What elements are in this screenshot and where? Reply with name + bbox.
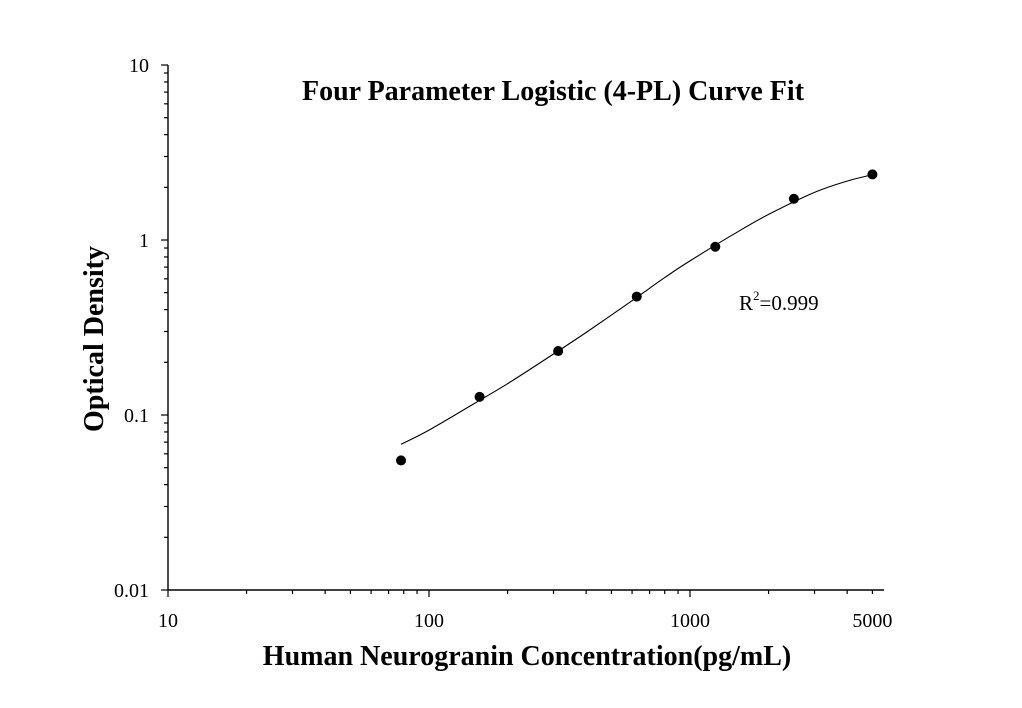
data-point <box>710 241 721 252</box>
data-point <box>396 455 407 466</box>
y-tick-label: 0.1 <box>124 405 149 427</box>
data-point <box>474 391 485 402</box>
data-points <box>396 169 878 466</box>
x-tick-label: 10 <box>158 610 178 632</box>
axes <box>167 65 884 591</box>
r-squared-superscript: 2 <box>753 288 760 303</box>
x-axis-title: Human Neurogranin Concentration(pg/mL) <box>263 641 791 672</box>
r-squared-value: =0.999 <box>760 291 819 315</box>
x-tick-label: 100 <box>414 610 444 632</box>
y-axis-ticks: 0.01 0.1 1 10 <box>114 55 168 602</box>
x-tick-label: 1000 <box>670 610 710 632</box>
data-point <box>788 193 799 204</box>
r-squared-annotation: R2=0.999 <box>739 288 819 315</box>
r-squared-base: R <box>739 291 753 315</box>
y-tick-label: 1 <box>139 230 149 252</box>
chart-title: Four Parameter Logistic (4-PL) Curve Fit <box>302 76 805 107</box>
data-point <box>553 346 564 357</box>
y-tick-label: 10 <box>129 55 149 77</box>
y-axis-title: Optical Density <box>79 246 110 432</box>
data-point <box>631 291 642 302</box>
x-axis-ticks: 10 100 1000 5000 <box>158 590 892 632</box>
x-tick-label: 5000 <box>852 610 892 632</box>
y-tick-label: 0.01 <box>114 580 149 602</box>
data-point <box>867 169 878 180</box>
